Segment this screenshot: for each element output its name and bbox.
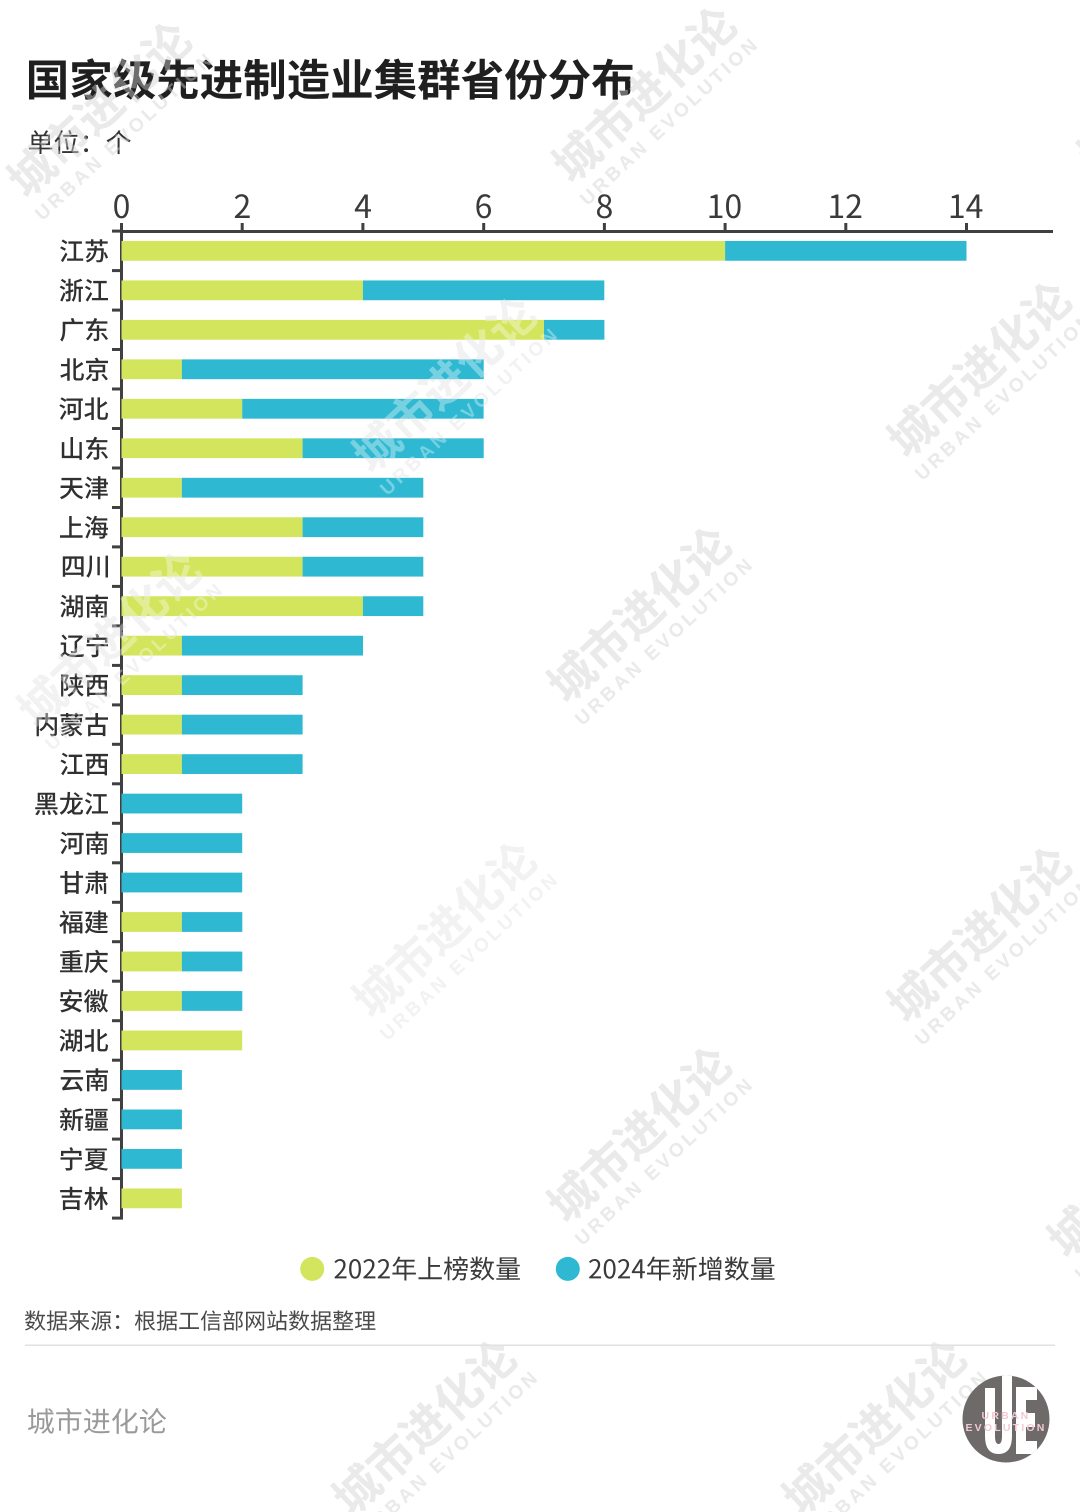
svg-text:URBAN: URBAN xyxy=(982,1410,1031,1422)
svg-text:EVOLUTION: EVOLUTION xyxy=(965,1422,1046,1434)
